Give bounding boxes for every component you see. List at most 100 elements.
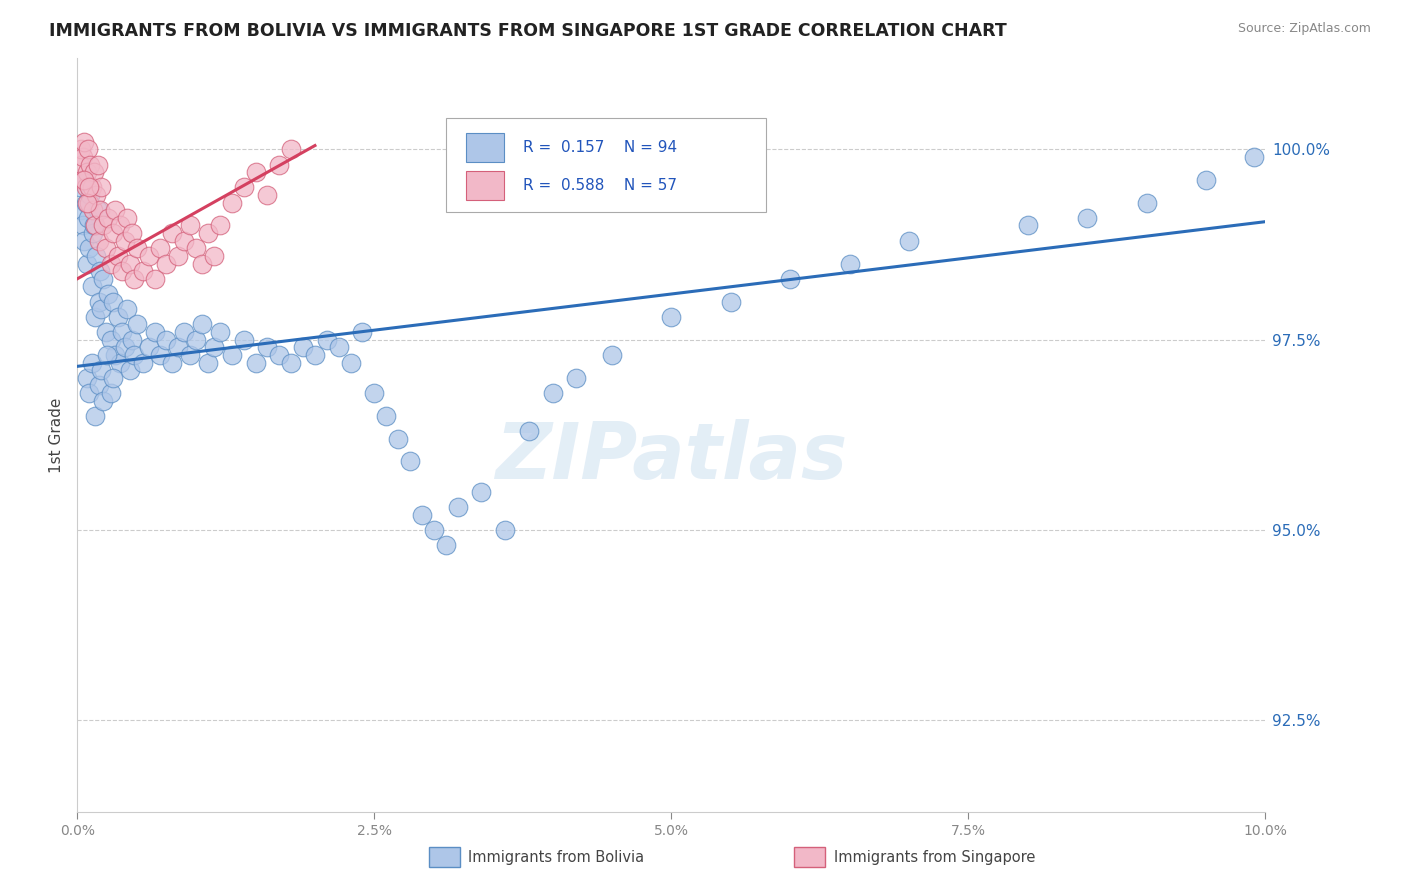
Point [446,500,468,515]
Point [97,211,120,225]
Point [75,180,97,194]
Point [93,219,115,233]
Point [162,355,184,369]
Point [82,203,104,218]
Point [387,432,409,446]
Point [565,370,588,384]
Point [399,454,422,468]
Point [76,256,98,270]
Point [107,249,129,263]
Point [115,302,138,317]
Point [269,157,291,171]
Point [89,203,111,218]
Point [131,355,153,369]
Point [838,256,860,270]
Point [80,355,103,369]
Point [411,508,433,522]
Point [245,165,267,179]
Point [143,325,166,339]
Point [315,333,337,347]
Text: Immigrants from Bolivia: Immigrants from Bolivia [468,850,644,864]
Point [1076,211,1098,225]
Point [149,241,172,255]
Point [100,386,122,401]
Point [72,219,94,233]
FancyBboxPatch shape [465,171,503,200]
Point [232,333,254,347]
Point [256,188,278,202]
Point [143,272,166,286]
Point [898,234,921,248]
Point [202,249,225,263]
Point [339,355,361,369]
Point [352,325,374,339]
Point [138,340,160,354]
Point [121,226,143,240]
Point [97,287,120,301]
Point [179,348,201,362]
Point [86,157,108,171]
Point [79,157,101,171]
Point [90,302,112,317]
Point [125,241,148,255]
Text: R =  0.588    N = 57: R = 0.588 N = 57 [523,178,676,193]
Y-axis label: 1st Grade: 1st Grade [49,397,65,473]
Point [186,241,208,255]
Point [89,264,111,278]
Point [90,363,112,377]
Point [111,264,134,278]
Point [101,226,124,240]
Point [1136,195,1159,210]
Point [80,279,103,293]
Point [186,333,208,347]
Point [167,249,190,263]
Point [75,195,97,210]
Point [76,195,98,210]
Point [114,340,136,354]
Point [87,378,110,392]
Point [779,272,801,286]
Point [600,348,623,362]
Point [1017,219,1039,233]
Point [221,195,243,210]
Point [221,348,243,362]
Point [70,142,93,156]
Point [70,203,93,218]
Point [90,180,112,194]
Point [104,203,127,218]
Point [167,340,190,354]
Point [82,226,104,240]
Point [245,355,267,369]
Point [94,325,117,339]
Point [107,310,129,324]
Point [208,325,231,339]
Bar [794,847,825,867]
Point [191,318,214,332]
Point [87,294,110,309]
Point [155,333,177,347]
Point [108,219,131,233]
Text: Source: ZipAtlas.com: Source: ZipAtlas.com [1237,22,1371,36]
Point [494,523,516,537]
Point [541,386,564,401]
Point [162,226,184,240]
Point [73,135,96,149]
Point [79,188,101,202]
Point [131,264,153,278]
Point [108,355,131,369]
Point [96,348,118,362]
Point [191,256,214,270]
Point [232,180,254,194]
Text: R =  0.157    N = 94: R = 0.157 N = 94 [523,140,676,155]
Point [70,173,93,187]
Point [115,211,138,225]
Point [118,363,141,377]
Point [93,272,115,286]
Point [86,203,108,218]
Point [100,333,122,347]
Point [114,234,136,248]
Point [661,310,683,324]
Point [118,256,141,270]
Point [304,348,326,362]
Point [208,219,231,233]
